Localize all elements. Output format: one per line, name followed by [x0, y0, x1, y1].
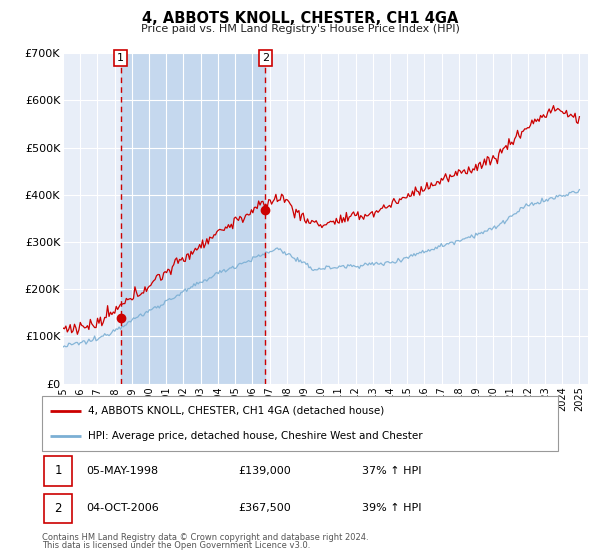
Text: 05-MAY-1998: 05-MAY-1998: [86, 466, 158, 476]
Text: 1: 1: [117, 53, 124, 63]
Text: 1: 1: [55, 464, 62, 478]
Bar: [121, 53, 265, 384]
Text: Contains HM Land Registry data © Crown copyright and database right 2024.: Contains HM Land Registry data © Crown c…: [42, 533, 368, 542]
Text: HPI: Average price, detached house, Cheshire West and Chester: HPI: Average price, detached house, Ches…: [88, 431, 423, 441]
Text: £139,000: £139,000: [238, 466, 291, 476]
Text: £367,500: £367,500: [238, 503, 291, 514]
Text: 4, ABBOTS KNOLL, CHESTER, CH1 4GA (detached house): 4, ABBOTS KNOLL, CHESTER, CH1 4GA (detac…: [88, 406, 385, 416]
FancyBboxPatch shape: [44, 494, 73, 523]
Text: 04-OCT-2006: 04-OCT-2006: [86, 503, 158, 514]
Text: 2: 2: [55, 502, 62, 515]
Text: 4, ABBOTS KNOLL, CHESTER, CH1 4GA: 4, ABBOTS KNOLL, CHESTER, CH1 4GA: [142, 11, 458, 26]
Text: 39% ↑ HPI: 39% ↑ HPI: [362, 503, 421, 514]
Text: 2: 2: [262, 53, 269, 63]
FancyBboxPatch shape: [42, 396, 558, 451]
Text: 37% ↑ HPI: 37% ↑ HPI: [362, 466, 421, 476]
Text: Price paid vs. HM Land Registry's House Price Index (HPI): Price paid vs. HM Land Registry's House …: [140, 24, 460, 34]
Text: This data is licensed under the Open Government Licence v3.0.: This data is licensed under the Open Gov…: [42, 541, 310, 550]
FancyBboxPatch shape: [44, 456, 73, 486]
